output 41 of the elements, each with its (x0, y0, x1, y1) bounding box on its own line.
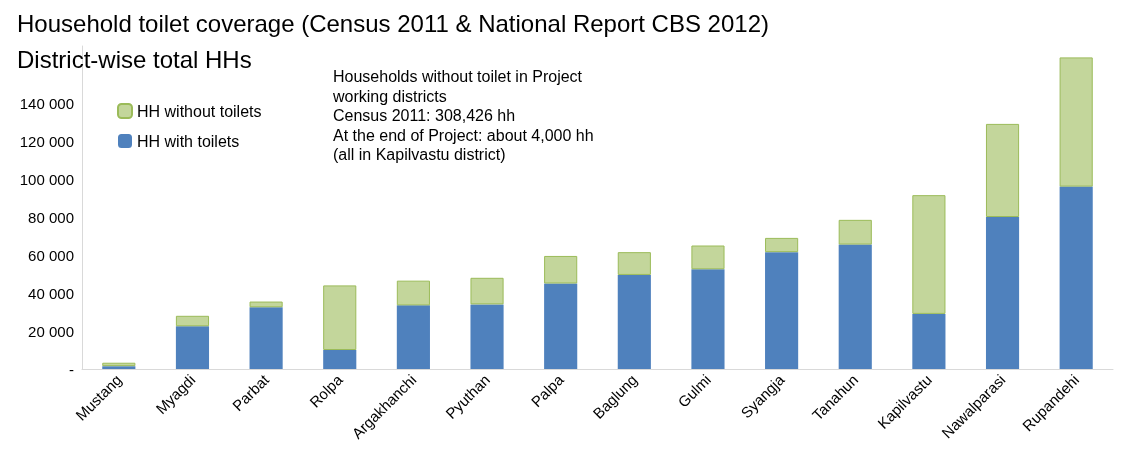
bar (1059, 186, 1093, 369)
y-tick-label: 100 000 (19, 170, 74, 188)
bar (1059, 57, 1093, 187)
bar (985, 217, 1020, 369)
bar (912, 195, 946, 314)
y-tick-label: 120 000 (19, 132, 74, 150)
legend-label: HH without toilets (137, 102, 262, 120)
bar (323, 350, 357, 369)
bar (985, 123, 1020, 217)
bar (175, 315, 210, 327)
bar (470, 277, 504, 305)
bar (691, 245, 725, 270)
y-tick-label: 20 000 (28, 322, 74, 340)
y-tick-label: 80 000 (28, 208, 74, 226)
bar (617, 252, 651, 275)
bar (765, 237, 799, 253)
bar (691, 269, 725, 369)
bar (249, 307, 283, 369)
legend-label: HH with toilets (137, 132, 240, 150)
chart-subtitle: District-wise total HHs (17, 45, 252, 73)
bar (544, 283, 578, 369)
bar (102, 362, 136, 367)
y-tick-label: - (69, 360, 74, 378)
bar (323, 285, 357, 350)
bar (396, 305, 430, 369)
bar (838, 244, 872, 369)
chart-title: Household toilet coverage (Census 2011 & National Report CBS 2012) (17, 9, 769, 37)
bar (249, 301, 283, 308)
bar (470, 304, 504, 369)
y-tick-label: 140 000 (19, 94, 74, 112)
bar (912, 313, 946, 369)
annotation: Households without toilet in Project working districts Census 2011: 308,426 hh At the end of Project: about 4,000 hh (all in Kapilvastu district) (332, 68, 594, 164)
bar (175, 326, 210, 369)
bar (838, 219, 872, 245)
y-tick-label: 40 000 (28, 284, 74, 302)
bar (544, 255, 578, 284)
y-tick-label: 60 000 (28, 246, 74, 264)
bar (617, 274, 651, 369)
bar (765, 252, 799, 369)
bar (396, 280, 430, 306)
bar (102, 366, 136, 369)
